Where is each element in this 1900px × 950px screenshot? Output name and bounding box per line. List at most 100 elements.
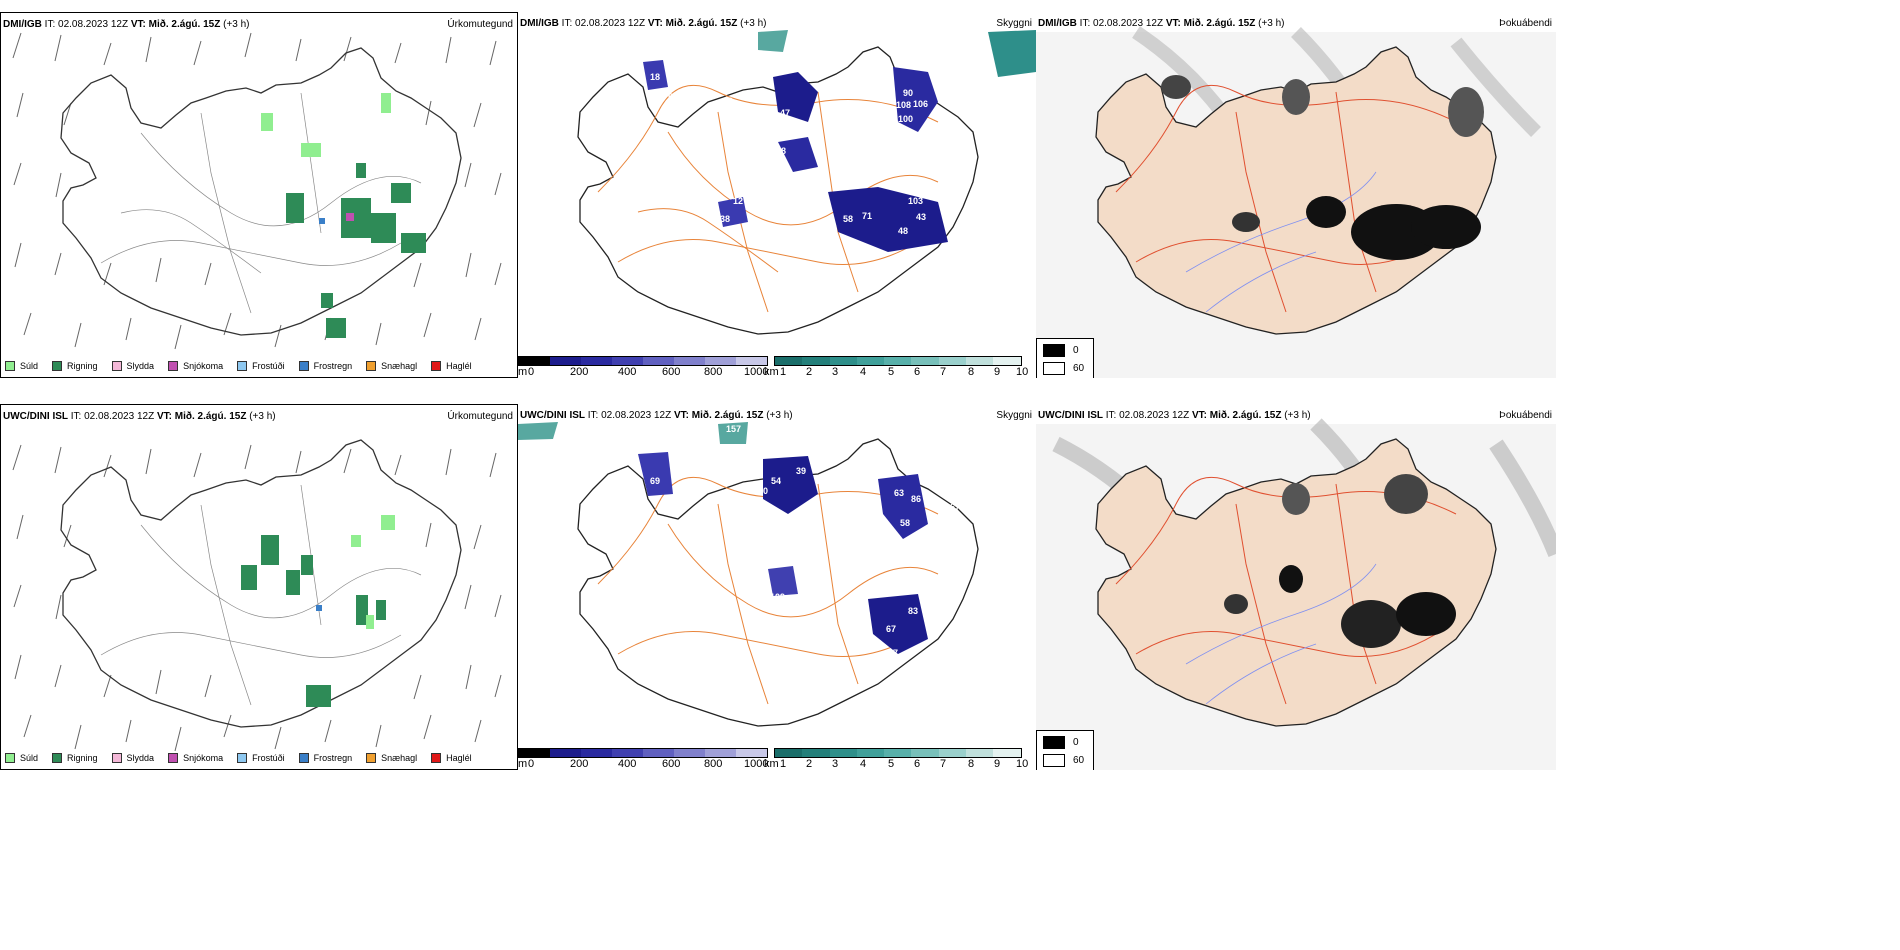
init-time: IT: 02.08.2023 12Z (1105, 410, 1190, 421)
vis-label: 54 (668, 92, 678, 102)
valid-time-label: VT: (1165, 18, 1181, 29)
iceland-outline (1095, 46, 1497, 335)
legend-swatch (5, 361, 15, 371)
model-name: DMI/IGB (520, 18, 559, 29)
fog-legend-row: 60 (1043, 362, 1087, 375)
init-time: IT: 02.08.2023 12Z (587, 410, 672, 421)
variable-name: Úrkomutegund (447, 411, 513, 422)
legend-swatch (168, 361, 179, 371)
legend-item: Slydda (111, 753, 154, 763)
scale-tick: 200 (570, 366, 589, 378)
valid-time: Mið. 2.ágú. 15Z (1183, 18, 1256, 29)
visibility-panel-bottom: 157 20 69 54 39 60 63 86 67 58 13 109 83… (518, 404, 1036, 770)
vis-label: 30 (733, 114, 743, 124)
scale-tick: 6 (914, 366, 921, 378)
init-time: IT: 02.08.2023 12Z (70, 411, 155, 422)
precip-type-map-top (12, 32, 502, 350)
scale-tick: 1 (780, 366, 787, 378)
visibility-map-bottom: 157 20 69 54 39 60 63 86 67 58 13 109 83… (518, 422, 979, 727)
scale-tick: 4 (860, 758, 867, 770)
vis-label: 37 (888, 648, 898, 658)
scale-tick: 9 (994, 758, 1001, 770)
vis-label: 67 (886, 624, 896, 634)
visibility-patches (643, 30, 1036, 252)
model-name: DMI/IGB (1038, 18, 1077, 29)
legend-label: Frostregn (313, 753, 353, 763)
fog-legend-low: 0 (1073, 737, 1079, 748)
fog-patches (1224, 474, 1456, 648)
legend-item: Frostregn (298, 361, 352, 371)
vis-label: 40 (723, 96, 733, 106)
scale-unit: m (518, 758, 528, 770)
variable-name: Skyggni (996, 410, 1032, 421)
legend-swatch (5, 753, 15, 763)
legend-label: Haglél (446, 753, 472, 763)
scale-cells (518, 748, 768, 758)
vis-label: 95 (750, 139, 760, 149)
vis-label: 39 (796, 466, 806, 476)
roads (1115, 476, 1457, 705)
legend-swatch (298, 753, 309, 763)
vis-label: 48 (898, 226, 908, 236)
fog-legend-row: 60 (1043, 754, 1087, 767)
model-name: UWC/DINI ISL (3, 411, 68, 422)
visibility-value-labels: 157 20 69 54 39 60 63 86 67 58 13 109 83… (650, 424, 960, 658)
scale-tick: 400 (618, 758, 637, 770)
scale-tick: 4 (860, 366, 867, 378)
visibility-value-labels: 18 54 40 30 47 90 108 106 100 52 50 95 6… (650, 72, 948, 236)
precip-type-panel-bottom: UWC/DINI ISL IT: 02.08.2023 12Z VT: Mið.… (0, 404, 518, 770)
vis-label: 38 (720, 214, 730, 224)
vis-label: 43 (916, 212, 926, 222)
scale-tick: 8 (968, 758, 975, 770)
scale-cells (518, 356, 768, 366)
fog-legend-row: 0 (1043, 736, 1087, 749)
scale-tick: 1 (780, 758, 787, 770)
legend-swatch (111, 361, 122, 371)
vis-label: 157 (726, 424, 741, 434)
vis-label: 68 (776, 146, 786, 156)
scale-tick: 3 (832, 758, 839, 770)
vis-label: 90 (903, 88, 913, 98)
lead-time: (+3 h) (766, 410, 793, 421)
model-name: DMI/IGB (3, 19, 42, 30)
scale-tick: 800 (704, 758, 723, 770)
valid-time: Mið. 2.ágú. 15Z (691, 410, 764, 421)
fog-panel-bottom: UWC/DINI ISL IT: 02.08.2023 12Z VT: Mið.… (1036, 404, 1556, 770)
roads (597, 84, 939, 313)
legend-swatch (366, 361, 377, 371)
legend-label: Haglél (446, 361, 472, 371)
vis-label: 71 (862, 211, 872, 221)
precip-patches (261, 93, 426, 338)
legend-label: Frostúði (252, 753, 285, 763)
scale-tick: 200 (570, 758, 589, 770)
legend-swatch (237, 753, 248, 763)
valid-time: Mið. 2.ágú. 15Z (174, 411, 247, 422)
roads (597, 476, 939, 705)
fog-legend: 0 60 (1036, 730, 1094, 770)
vis-label: 103 (908, 196, 923, 206)
vis-label: 58 (900, 518, 910, 528)
vis-label: 106 (913, 99, 928, 109)
valid-time: Mið. 2.ágú. 15Z (148, 19, 221, 30)
panel-title: DMI/IGB IT: 02.08.2023 12Z VT: Mið. 2.ág… (1038, 18, 1285, 29)
legend-label: Rigning (67, 361, 98, 371)
legend-item: Súld (5, 361, 38, 371)
panel-title: UWC/DINI ISL IT: 02.08.2023 12Z VT: Mið.… (3, 411, 276, 422)
legend-label: Snjókoma (183, 753, 224, 763)
scale-tick: 3 (832, 366, 839, 378)
vis-label: 52 (938, 116, 948, 126)
fog-map-bottom (1036, 418, 1556, 770)
precip-patches (241, 515, 395, 707)
scale-cells (774, 356, 1022, 366)
vis-label: 120 (918, 184, 933, 194)
vis-label: 83 (908, 606, 918, 616)
vis-label: 47 (780, 108, 790, 118)
precip-type-map-bottom (12, 439, 502, 752)
init-time: IT: 02.08.2023 12Z (44, 19, 129, 30)
vis-label: 100 (898, 114, 913, 124)
vis-label: 67 (950, 502, 960, 512)
init-time: IT: 02.08.2023 12Z (561, 18, 646, 29)
scale-unit: m (518, 366, 528, 378)
vis-label: 61 (861, 169, 871, 179)
legend-item: Snæhagl (366, 361, 417, 371)
